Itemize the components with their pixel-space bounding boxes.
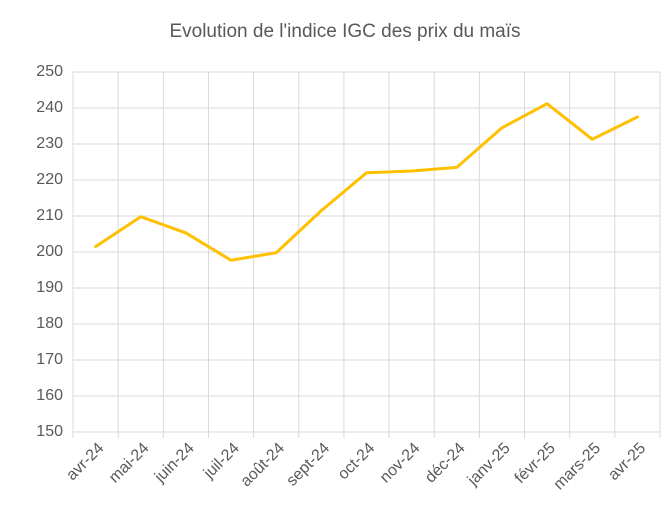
chart-title: Evolution de l'indice IGC des prix du ma… — [169, 21, 520, 42]
x-tick-label: mars-25 — [551, 440, 605, 494]
x-tick-label: nov-24 — [377, 440, 424, 487]
y-tick-label: 160 — [36, 387, 63, 404]
y-tick-label: 190 — [36, 279, 63, 296]
x-tick-label: avr-24 — [63, 440, 107, 484]
x-tick-label: oct-24 — [335, 440, 379, 484]
x-tick-label: juil-24 — [200, 440, 243, 483]
y-tick-label: 220 — [36, 171, 63, 188]
y-tick-label: 180 — [36, 315, 63, 332]
line-series — [94, 102, 639, 262]
x-tick-label: avr-25 — [605, 440, 649, 484]
x-tick-label: mai-24 — [106, 440, 153, 487]
x-tick-label: janv-25 — [464, 440, 514, 490]
y-tick-label: 250 — [36, 63, 63, 80]
y-tick-label: 240 — [36, 99, 63, 116]
x-tick-label: août-24 — [238, 440, 288, 490]
y-tick-label: 200 — [36, 243, 63, 260]
y-tick-label: 170 — [36, 351, 63, 368]
x-tick-label: déc-24 — [422, 440, 469, 487]
y-tick-label: 210 — [36, 207, 63, 224]
x-tick-label: sept-24 — [283, 440, 333, 490]
y-tick-label: 150 — [36, 423, 63, 440]
x-tick-label: juin-24 — [151, 440, 198, 487]
y-tick-label: 230 — [36, 135, 63, 152]
